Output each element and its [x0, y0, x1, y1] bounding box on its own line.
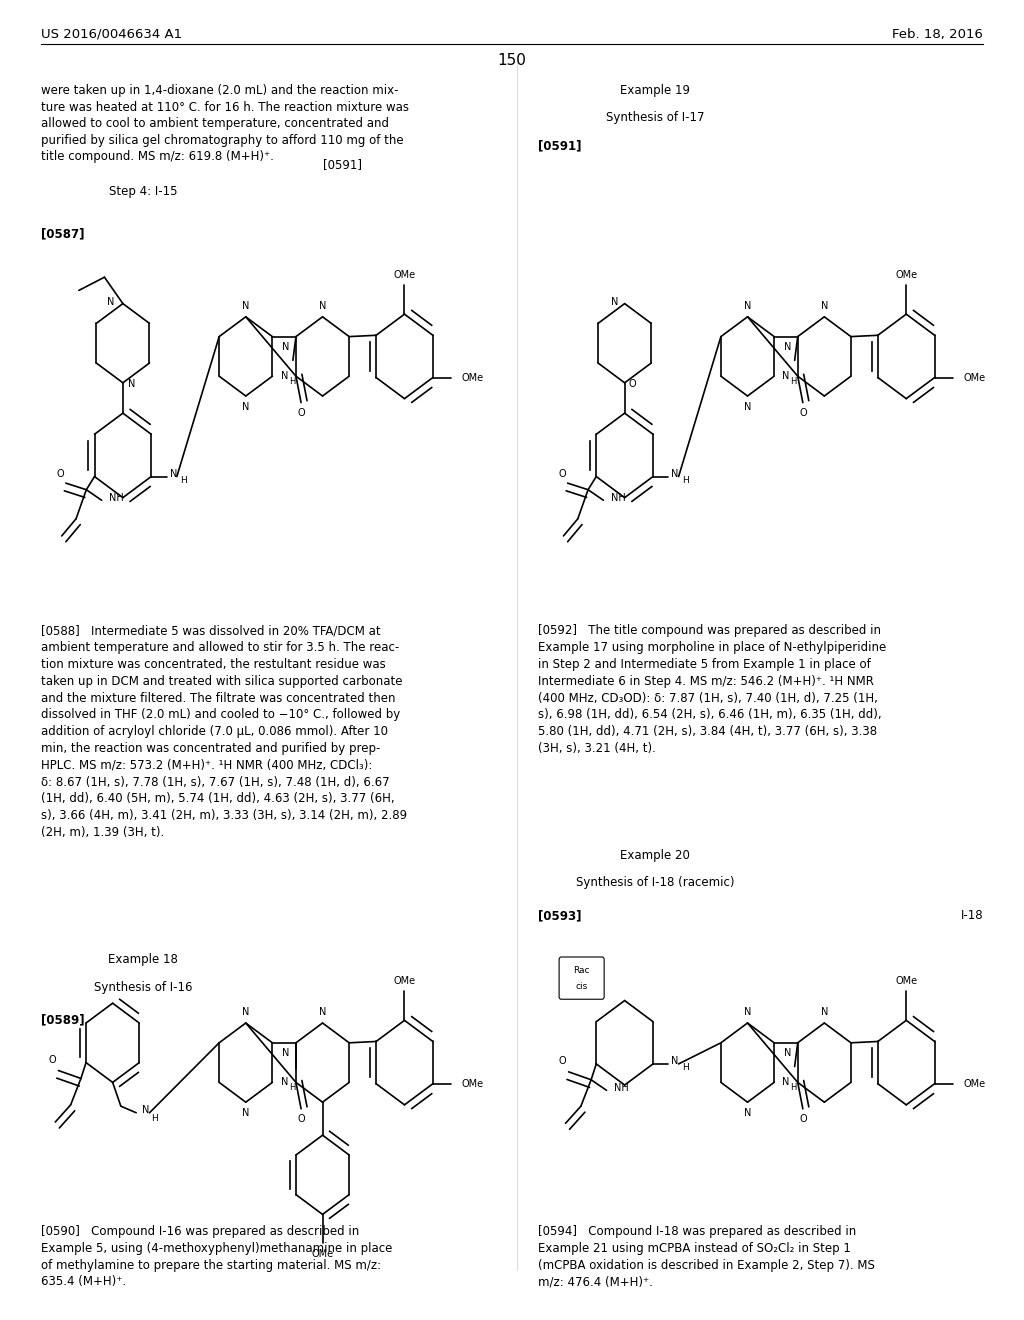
Text: H: H	[791, 378, 797, 385]
Text: OMe: OMe	[895, 269, 918, 280]
Text: [0593]: [0593]	[538, 909, 581, 923]
Text: O: O	[799, 1114, 807, 1125]
Text: N: N	[784, 1048, 792, 1059]
Text: NH: NH	[610, 492, 626, 503]
Text: N: N	[108, 297, 115, 308]
Text: OMe: OMe	[393, 269, 416, 280]
Text: H: H	[791, 1084, 797, 1092]
Text: O: O	[629, 379, 636, 389]
Text: OMe: OMe	[964, 1078, 985, 1089]
Text: 150: 150	[498, 53, 526, 67]
Text: [0591]: [0591]	[538, 140, 581, 153]
Text: O: O	[48, 1055, 56, 1065]
Text: cis: cis	[575, 982, 588, 990]
Text: N: N	[142, 1105, 150, 1115]
Text: Synthesis of I-17: Synthesis of I-17	[606, 111, 705, 124]
Text: [0587]: [0587]	[41, 227, 84, 240]
Text: N: N	[820, 301, 828, 312]
Text: N: N	[318, 1007, 327, 1018]
Text: H: H	[682, 477, 688, 484]
Text: O: O	[559, 1056, 566, 1067]
Text: OMe: OMe	[462, 372, 483, 383]
Text: [0591]: [0591]	[323, 158, 361, 172]
Text: N: N	[784, 342, 792, 352]
Text: Step 4: I-15: Step 4: I-15	[110, 185, 177, 198]
Text: N: N	[782, 371, 790, 381]
Text: N: N	[242, 301, 250, 312]
Text: O: O	[297, 408, 305, 418]
Text: N: N	[128, 379, 135, 389]
Text: N: N	[242, 1107, 250, 1118]
Text: N: N	[611, 297, 618, 308]
Text: H: H	[289, 378, 295, 385]
Text: N: N	[170, 469, 177, 479]
Text: O: O	[799, 408, 807, 418]
FancyBboxPatch shape	[559, 957, 604, 999]
Text: OMe: OMe	[462, 1078, 483, 1089]
Text: NH: NH	[613, 1082, 629, 1093]
Text: Example 19: Example 19	[621, 84, 690, 98]
Text: N: N	[283, 1048, 290, 1059]
Text: [0588]   Intermediate 5 was dissolved in 20% TFA/DCM at
ambient temperature and : [0588] Intermediate 5 was dissolved in 2…	[41, 624, 408, 840]
Text: [0592]   The title compound was prepared as described in
Example 17 using morpho: [0592] The title compound was prepared a…	[538, 624, 886, 755]
Text: N: N	[672, 1056, 679, 1067]
Text: H: H	[289, 1084, 295, 1092]
Text: H: H	[682, 1064, 688, 1072]
Text: US 2016/0046634 A1: US 2016/0046634 A1	[41, 28, 182, 41]
Text: OMe: OMe	[311, 1249, 334, 1259]
Text: OMe: OMe	[393, 975, 416, 986]
Text: N: N	[281, 371, 288, 381]
Text: O: O	[297, 1114, 305, 1125]
Text: were taken up in 1,4-dioxane (2.0 mL) and the reaction mix-
ture was heated at 1: were taken up in 1,4-dioxane (2.0 mL) an…	[41, 84, 409, 164]
Text: N: N	[242, 401, 250, 412]
Text: N: N	[743, 301, 752, 312]
Text: N: N	[318, 301, 327, 312]
Text: OMe: OMe	[964, 372, 985, 383]
Text: [0594]   Compound I-18 was prepared as described in
Example 21 using mCPBA inste: [0594] Compound I-18 was prepared as des…	[538, 1225, 874, 1288]
Text: H: H	[152, 1114, 159, 1122]
Text: N: N	[743, 1107, 752, 1118]
Text: Feb. 18, 2016: Feb. 18, 2016	[892, 28, 983, 41]
Text: N: N	[743, 401, 752, 412]
Text: H: H	[180, 477, 186, 484]
Text: Rac: Rac	[573, 966, 590, 974]
Text: [0589]: [0589]	[41, 1014, 85, 1027]
Text: I-18: I-18	[961, 909, 983, 923]
Text: Synthesis of I-18 (racemic): Synthesis of I-18 (racemic)	[577, 876, 734, 890]
Text: N: N	[281, 1077, 288, 1088]
Text: Example 20: Example 20	[621, 849, 690, 862]
Text: N: N	[782, 1077, 790, 1088]
Text: Example 18: Example 18	[109, 953, 178, 966]
Text: N: N	[820, 1007, 828, 1018]
Text: N: N	[283, 342, 290, 352]
Text: Synthesis of I-16: Synthesis of I-16	[94, 981, 193, 994]
Text: OMe: OMe	[895, 975, 918, 986]
Text: N: N	[242, 1007, 250, 1018]
Text: NH: NH	[109, 492, 124, 503]
Text: [0590]   Compound I-16 was prepared as described in
Example 5, using (4-methoxyp: [0590] Compound I-16 was prepared as des…	[41, 1225, 392, 1288]
Text: O: O	[559, 469, 566, 479]
Text: N: N	[743, 1007, 752, 1018]
Text: O: O	[57, 469, 65, 479]
Text: N: N	[672, 469, 679, 479]
